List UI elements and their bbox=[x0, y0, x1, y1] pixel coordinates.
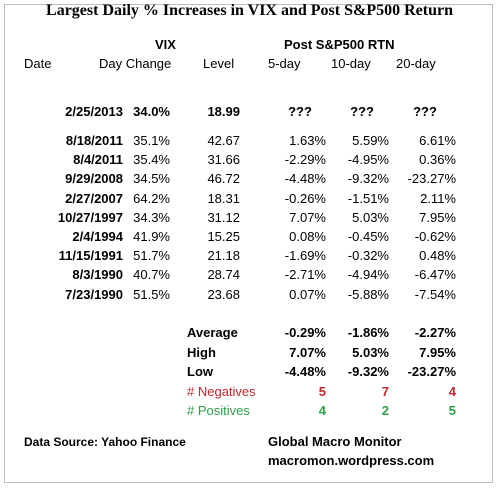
row-10-day: -1.51% bbox=[347, 191, 389, 206]
row-10-day: -5.88% bbox=[347, 287, 389, 302]
stats-5-day: 7.07% bbox=[289, 345, 326, 360]
row-5-day: 7.07% bbox=[289, 210, 326, 225]
row-level: 31.66 bbox=[207, 152, 240, 167]
negatives-20-day: 4 bbox=[448, 384, 456, 399]
date-column-header: Date bbox=[24, 56, 52, 71]
page-title: Largest Daily % Increases in VIX and Pos… bbox=[46, 2, 453, 19]
row-level: 15.25 bbox=[207, 229, 240, 244]
positives-10-day: 2 bbox=[381, 403, 389, 418]
row-level: 46.72 bbox=[207, 171, 240, 186]
stats-10-day: 5.03% bbox=[352, 345, 389, 360]
row-day-change: 41.9% bbox=[133, 229, 170, 244]
positives-label: # Positives bbox=[187, 403, 250, 418]
row-day-change: 35.4% bbox=[133, 152, 170, 167]
row-10-day: 5.03% bbox=[352, 210, 389, 225]
row-date: 9/29/2008 bbox=[65, 171, 123, 186]
row-day-change: 34.5% bbox=[133, 171, 170, 186]
day-change-column-header: Day Change bbox=[99, 56, 172, 71]
row-20-day: -7.54% bbox=[414, 287, 456, 302]
row-20-day: -0.62% bbox=[414, 229, 456, 244]
current-5-day: ??? bbox=[288, 104, 312, 119]
row-10-day: -0.32% bbox=[347, 248, 389, 263]
row-5-day: -2.71% bbox=[284, 267, 326, 282]
current-day-change: 34.0% bbox=[133, 104, 170, 119]
row-10-day: -0.45% bbox=[347, 229, 389, 244]
row-20-day: 0.36% bbox=[419, 152, 456, 167]
row-level: 42.67 bbox=[207, 133, 240, 148]
row-date: 8/3/1990 bbox=[72, 267, 123, 282]
stats-10-day: -9.32% bbox=[347, 364, 389, 379]
row-date: 2/27/2007 bbox=[65, 191, 123, 206]
row-date: 7/23/1990 bbox=[65, 287, 123, 302]
row-date: 2/4/1994 bbox=[72, 229, 123, 244]
stats-label: Average bbox=[187, 325, 238, 340]
row-20-day: 2.11% bbox=[420, 191, 456, 206]
brand-name: Global Macro Monitor bbox=[268, 434, 402, 449]
row-20-day: 7.95% bbox=[419, 210, 456, 225]
stats-label: High bbox=[187, 345, 216, 360]
row-5-day: -2.29% bbox=[284, 152, 326, 167]
brand-url: macromon.wordpress.com bbox=[268, 453, 435, 468]
post-return-group-header: Post S&P500 RTN bbox=[284, 37, 395, 52]
row-day-change: 40.7% bbox=[133, 267, 170, 282]
10-day-column-header: 10-day bbox=[331, 56, 371, 71]
row-day-change: 64.2% bbox=[133, 191, 170, 206]
row-date: 11/15/1991 bbox=[58, 248, 123, 263]
row-10-day: 5.59% bbox=[352, 133, 389, 148]
row-day-change: 34.3% bbox=[133, 210, 170, 225]
row-5-day: -0.26% bbox=[284, 191, 326, 206]
row-day-change: 51.5% bbox=[133, 287, 170, 302]
row-10-day: -9.32% bbox=[347, 171, 389, 186]
row-5-day: 1.63% bbox=[289, 133, 326, 148]
stats-20-day: -2.27% bbox=[414, 325, 456, 340]
row-day-change: 35.1% bbox=[133, 133, 170, 148]
negatives-label: # Negatives bbox=[187, 384, 256, 399]
positives-5-day: 4 bbox=[318, 403, 326, 418]
row-5-day: -1.69% bbox=[284, 248, 326, 263]
row-10-day: -4.94% bbox=[347, 267, 389, 282]
current-level: 18.99 bbox=[207, 104, 240, 119]
current-10-day: ??? bbox=[350, 104, 374, 119]
stats-label: Low bbox=[187, 364, 213, 379]
row-date: 10/27/1997 bbox=[57, 210, 123, 225]
20-day-column-header: 20-day bbox=[396, 56, 436, 71]
row-20-day: 6.61% bbox=[419, 133, 456, 148]
row-5-day: 0.08% bbox=[289, 229, 326, 244]
negatives-10-day: 7 bbox=[381, 384, 389, 399]
data-source: Data Source: Yahoo Finance bbox=[24, 435, 186, 449]
row-20-day: -6.47% bbox=[414, 267, 456, 282]
row-10-day: -4.95% bbox=[347, 152, 389, 167]
row-level: 31.12 bbox=[207, 210, 240, 225]
row-5-day: -4.48% bbox=[284, 171, 326, 186]
negatives-5-day: 5 bbox=[318, 384, 326, 399]
stats-20-day: -23.27% bbox=[407, 364, 456, 379]
row-level: 23.68 bbox=[207, 287, 240, 302]
row-5-day: 0.07% bbox=[289, 287, 326, 302]
5-day-column-header: 5-day bbox=[268, 56, 301, 71]
row-level: 18.31 bbox=[207, 191, 240, 206]
row-20-day: -23.27% bbox=[407, 171, 456, 186]
current-date: 2/25/2013 bbox=[65, 104, 123, 119]
row-date: 8/4/2011 bbox=[73, 152, 123, 167]
row-day-change: 51.7% bbox=[133, 248, 170, 263]
current-20-day: ??? bbox=[413, 104, 437, 119]
row-20-day: 0.48% bbox=[419, 248, 456, 263]
stats-5-day: -0.29% bbox=[284, 325, 326, 340]
row-date: 8/18/2011 bbox=[65, 133, 123, 148]
positives-20-day: 5 bbox=[448, 403, 456, 418]
row-level: 21.18 bbox=[207, 248, 240, 263]
stats-5-day: -4.48% bbox=[284, 364, 326, 379]
stats-20-day: 7.95% bbox=[419, 345, 456, 360]
stats-10-day: -1.86% bbox=[347, 325, 389, 340]
vix-group-header: VIX bbox=[155, 37, 176, 52]
row-level: 28.74 bbox=[207, 267, 240, 282]
level-column-header: Level bbox=[203, 56, 235, 71]
table-frame bbox=[4, 4, 493, 483]
